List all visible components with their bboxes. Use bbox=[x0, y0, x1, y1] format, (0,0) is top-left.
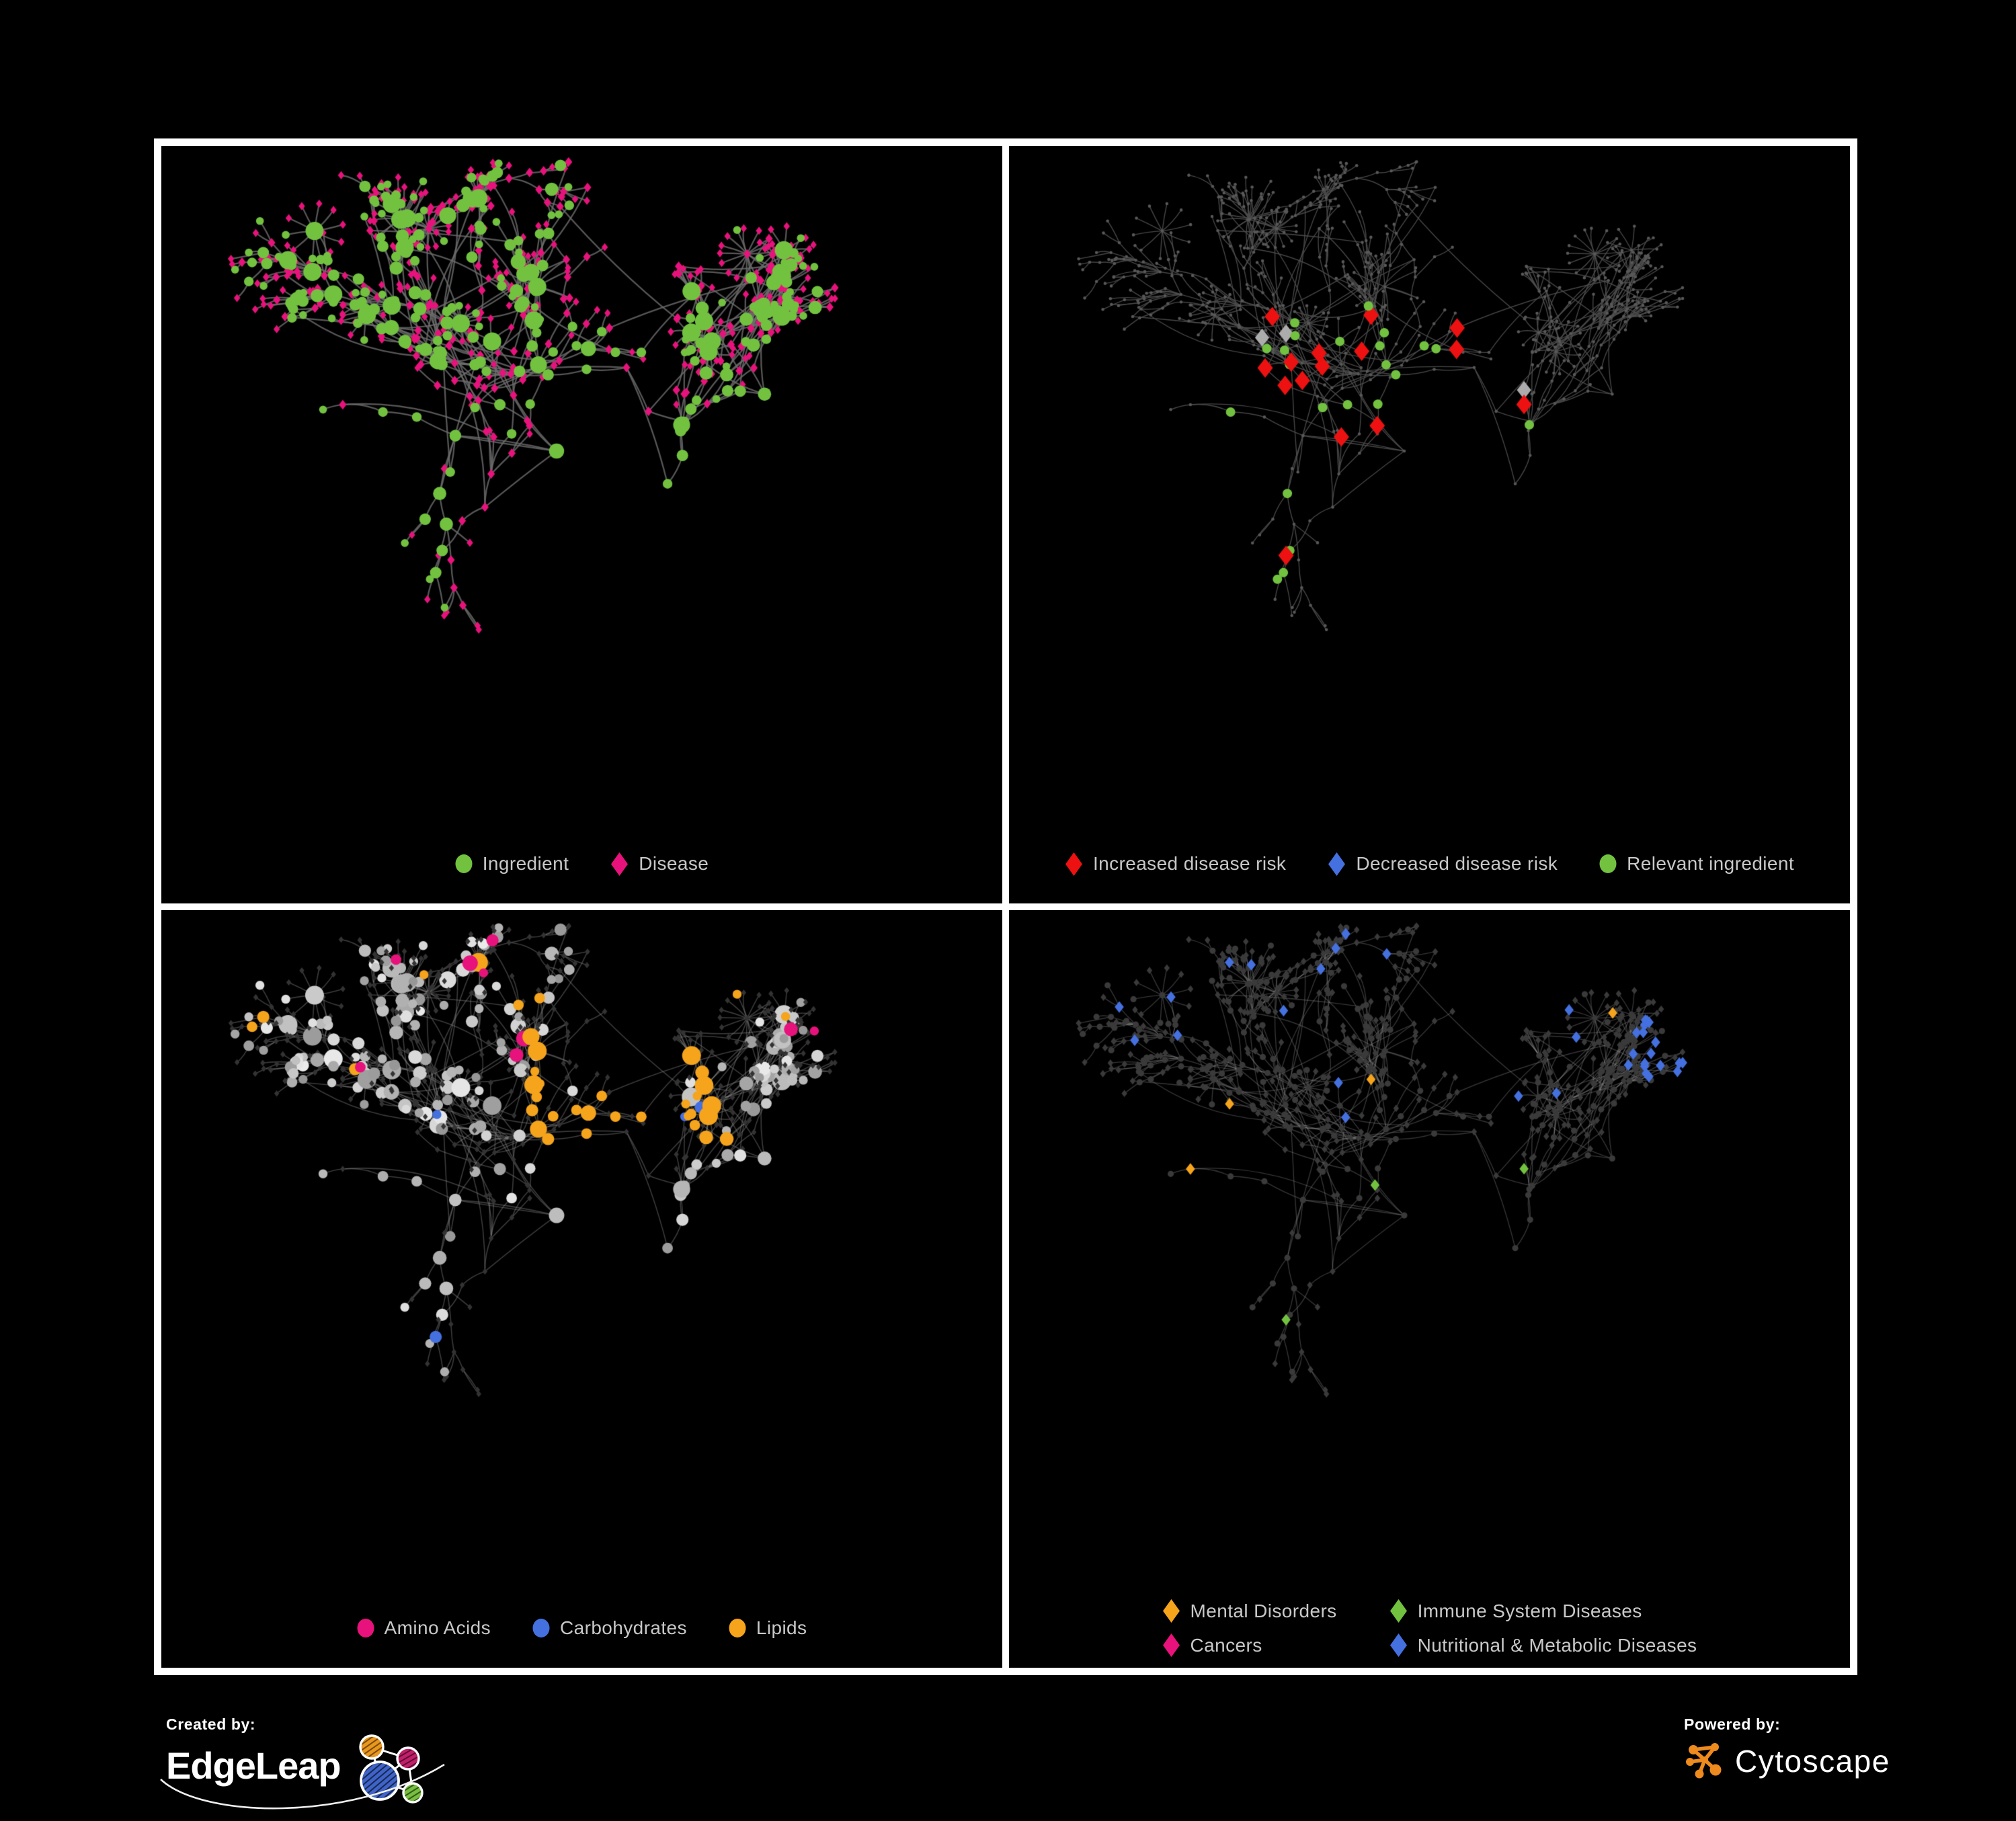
cytoscape-wordmark: Cytoscape bbox=[1735, 1744, 1890, 1779]
legend-item: Increased disease risk bbox=[1065, 852, 1286, 877]
legend-marker-circle-icon bbox=[1599, 854, 1617, 874]
legend-marker-diamond-icon bbox=[1162, 1633, 1180, 1658]
legend-ingredients-and-diseases: Ingredient Disease bbox=[161, 824, 1002, 903]
legend-marker-diamond-icon bbox=[1389, 1599, 1408, 1623]
legend-item: Relevant ingredient bbox=[1599, 853, 1794, 875]
legend-disease-risk: Increased disease risk Decreased disease … bbox=[1009, 824, 1850, 903]
figure-grid: Ingredient Disease Increased disease risk… bbox=[154, 138, 1857, 1675]
cytoscape-logo-icon bbox=[1686, 1743, 1722, 1779]
legend-label: Lipids bbox=[756, 1617, 807, 1638]
legend-marker-circle-icon bbox=[455, 854, 473, 874]
network-canvas-disease-classes bbox=[1009, 910, 1850, 1588]
network-canvas-ingredients-and-diseases bbox=[161, 146, 1002, 824]
legend-item: Immune System Diseases bbox=[1389, 1599, 1697, 1623]
edgeleap-brand-row: EdgeLeap bbox=[160, 1734, 445, 1810]
legend-disease-classes: Mental Disorders Cancers Immune System Dis… bbox=[1009, 1588, 1850, 1668]
legend-label: Mental Disorders bbox=[1190, 1600, 1337, 1621]
legend-marker-diamond-icon bbox=[1389, 1633, 1408, 1658]
powered-by-block: Powered by: Cytoscape bbox=[1684, 1715, 1890, 1782]
legend-marker-diamond-icon bbox=[1065, 852, 1083, 877]
legend-label: Carbohydrates bbox=[560, 1617, 687, 1638]
legend-label: Relevant ingredient bbox=[1627, 853, 1795, 874]
network-canvas-disease-risk bbox=[1009, 146, 1850, 824]
legend-label: Decreased disease risk bbox=[1356, 853, 1558, 874]
panel-disease-risk: Increased disease risk Decreased disease … bbox=[1009, 146, 1850, 903]
legend-item: Amino Acids bbox=[357, 1617, 491, 1639]
legend-marker-diamond-icon bbox=[1328, 852, 1346, 877]
legend-label: Cancers bbox=[1190, 1634, 1262, 1656]
legend-item: Cancers bbox=[1162, 1633, 1337, 1658]
cytoscape-brand-row: Cytoscape bbox=[1684, 1738, 1890, 1782]
legend-label: Nutritional & Metabolic Diseases bbox=[1417, 1634, 1697, 1656]
legend-item: Nutritional & Metabolic Diseases bbox=[1389, 1633, 1697, 1658]
created-by-block: Created by: EdgeLeap bbox=[160, 1715, 445, 1810]
legend-marker-diamond-icon bbox=[610, 852, 629, 877]
legend-label: Increased disease risk bbox=[1092, 853, 1287, 874]
legend-item: Lipids bbox=[729, 1617, 807, 1639]
created-by-label: Created by: bbox=[166, 1715, 256, 1733]
edgeleap-wordmark: EdgeLeap bbox=[166, 1744, 341, 1787]
legend-label: Ingredient bbox=[482, 853, 569, 874]
panel-disease-classes: Mental Disorders Cancers Immune System Dis… bbox=[1009, 910, 1850, 1668]
legend-item: Mental Disorders bbox=[1162, 1599, 1337, 1623]
legend-marker-circle-icon bbox=[532, 1618, 550, 1638]
legend-label: Immune System Diseases bbox=[1417, 1600, 1642, 1621]
legend-item: Ingredient bbox=[455, 853, 569, 875]
legend-item: Disease bbox=[610, 852, 709, 877]
legend-label: Amino Acids bbox=[384, 1617, 491, 1638]
panel-ingredients-and-diseases: Ingredient Disease bbox=[161, 146, 1002, 903]
legend-label: Disease bbox=[639, 853, 709, 874]
legend-marker-diamond-icon bbox=[1162, 1599, 1180, 1623]
legend-item: Decreased disease risk bbox=[1328, 852, 1558, 877]
panel-ingredient-classes: Amino Acids Carbohydrates Lipids bbox=[161, 910, 1002, 1668]
legend-marker-circle-icon bbox=[357, 1618, 374, 1638]
powered-by-label: Powered by: bbox=[1684, 1715, 1781, 1733]
legend-marker-circle-icon bbox=[729, 1618, 746, 1638]
legend-item: Carbohydrates bbox=[532, 1617, 687, 1639]
legend-ingredient-classes: Amino Acids Carbohydrates Lipids bbox=[161, 1588, 1002, 1668]
network-canvas-ingredient-classes bbox=[161, 910, 1002, 1588]
edgeleap-logo-icon bbox=[358, 1734, 424, 1804]
